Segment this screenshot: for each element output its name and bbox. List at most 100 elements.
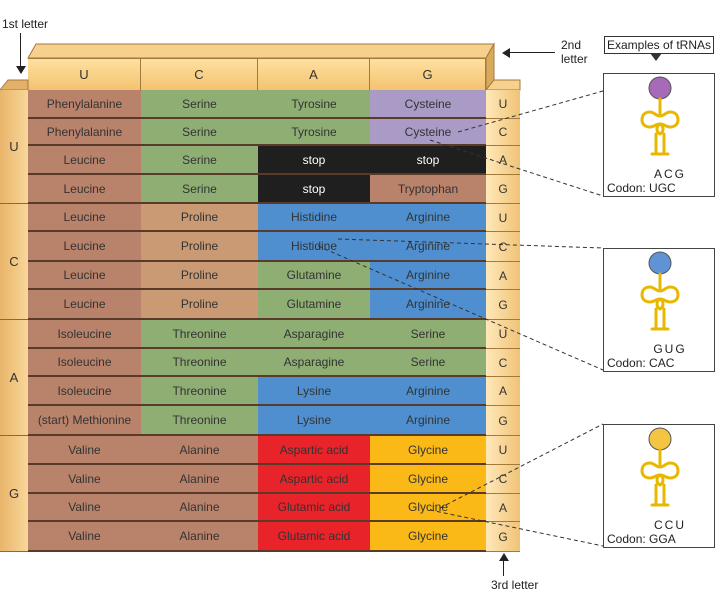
second-letter-U: U [28, 58, 141, 90]
codon-cell: (start) Methionine [28, 406, 141, 436]
codon-cell: Leucine [28, 290, 141, 320]
codon-cell: Glycine [370, 465, 486, 494]
codon-cell: Glutamine [258, 290, 370, 320]
codon-cell: Isoleucine [28, 349, 141, 377]
examples-label-pointer [650, 53, 662, 61]
codon-cell: Leucine [28, 175, 141, 204]
third-letter-arrowhead [499, 553, 509, 561]
codon-cell: Alanine [141, 436, 258, 465]
second-letter-C: C [141, 58, 258, 90]
codon-cell: Proline [141, 232, 258, 262]
codon-cell: Proline [141, 204, 258, 232]
first-letter-arrow [20, 33, 21, 67]
trna-example-box: GUG Codon: CAC [603, 248, 715, 372]
codon-cell: Phenylalanine [28, 90, 141, 119]
codon-cell: Threonine [141, 406, 258, 436]
third-letter-cell: G [486, 290, 520, 320]
codon-cell: stop [258, 146, 370, 175]
codon-cell: Leucine [28, 232, 141, 262]
codon-cell: Glycine [370, 436, 486, 465]
codon-cell: Threonine [141, 377, 258, 406]
codon-cell: Alanine [141, 494, 258, 522]
codon-cell: Glutamic acid [258, 494, 370, 522]
codon-cell: Arginine [370, 377, 486, 406]
trna-anticodon: GUG [653, 342, 687, 356]
third-letter-cell: C [486, 232, 520, 262]
third-letter-cell: U [486, 436, 520, 465]
trna-example-box: CCU Codon: GGA [603, 424, 715, 548]
codon-cell: Aspartic acid [258, 465, 370, 494]
codon-cell: Valine [28, 436, 141, 465]
second-letter-A: A [258, 58, 370, 90]
trna-anticodon: ACG [653, 167, 686, 181]
trna-codon-label: Codon: GGA [607, 532, 676, 546]
codon-cell: Alanine [141, 465, 258, 494]
codon-cell: Alanine [141, 522, 258, 552]
codon-cell: Leucine [28, 146, 141, 175]
codon-cell: Proline [141, 262, 258, 290]
first-letter-G: G [0, 436, 28, 552]
first-letter-C: C [0, 204, 28, 320]
codon-cell: Asparagine [258, 320, 370, 349]
codon-cell: Histidine [258, 232, 370, 262]
third-letter-cell: G [486, 175, 520, 204]
codon-cell: Histidine [258, 204, 370, 232]
first-letter-U: U [0, 90, 28, 204]
third-letter-cell: A [486, 377, 520, 406]
third-letter-cell: U [486, 320, 520, 349]
codon-cell: Threonine [141, 349, 258, 377]
examples-label: Examples of tRNAs [606, 38, 712, 52]
codon-cell: Arginine [370, 406, 486, 436]
first-letter-label: 1st letter [2, 17, 49, 31]
third-letter-cell: U [486, 204, 520, 232]
third-letter-label: 3rd letter [491, 578, 539, 592]
codon-cell: Tyrosine [258, 90, 370, 119]
codon-cell: Phenylalanine [28, 119, 141, 146]
codon-cell: Arginine [370, 262, 486, 290]
codon-cell: Serine [141, 90, 258, 119]
third-letter-cell: C [486, 349, 520, 377]
trna-icon [640, 427, 680, 507]
codon-cell: Glutamine [258, 262, 370, 290]
codon-cell: Proline [141, 290, 258, 320]
codon-cell: Aspartic acid [258, 436, 370, 465]
trna-icon [640, 76, 680, 156]
codon-cell: Tyrosine [258, 119, 370, 146]
trna-example-box: ACG Codon: UGC [603, 73, 715, 197]
codon-cell: Valine [28, 494, 141, 522]
second-letter-label-line2: letter [561, 52, 588, 66]
codon-cell: Arginine [370, 232, 486, 262]
codon-cell: Tryptophan [370, 175, 486, 204]
third-letter-cell: C [486, 119, 520, 146]
third-letter-cell: A [486, 146, 520, 175]
codon-cell: Glycine [370, 494, 486, 522]
third-letter-cell: C [486, 465, 520, 494]
second-letter-label-line1: 2nd [561, 38, 582, 52]
codon-cell: stop [258, 175, 370, 204]
codon-cell: Glycine [370, 522, 486, 552]
codon-cell: Arginine [370, 204, 486, 232]
codon-cell: Isoleucine [28, 320, 141, 349]
codon-cell: Serine [141, 146, 258, 175]
codon-cell: Serine [370, 349, 486, 377]
trna-icon [640, 251, 680, 331]
codon-cell: Threonine [141, 320, 258, 349]
codon-table: Phenylalanine Serine Tyrosine Cysteine Pheny… [28, 90, 486, 552]
codon-cell: Asparagine [258, 349, 370, 377]
codon-cell: Valine [28, 522, 141, 552]
first-letter-arrowhead [16, 66, 26, 74]
third-letter-cell: A [486, 262, 520, 290]
codon-cell: Cysteine [370, 119, 486, 146]
third-letter-cell: U [486, 90, 520, 119]
trna-codon-label: Codon: UGC [607, 181, 676, 195]
codon-cell: Isoleucine [28, 377, 141, 406]
codon-cell: stop [370, 146, 486, 175]
third-letter-arrow [503, 560, 504, 576]
codon-cell: Arginine [370, 290, 486, 320]
third-letter-cell: G [486, 522, 520, 552]
codon-cell: Serine [370, 320, 486, 349]
third-letter-cell: A [486, 494, 520, 522]
trna-codon-label: Codon: CAC [607, 356, 675, 370]
codon-cell: Lysine [258, 406, 370, 436]
codon-cell: Glutamic acid [258, 522, 370, 552]
